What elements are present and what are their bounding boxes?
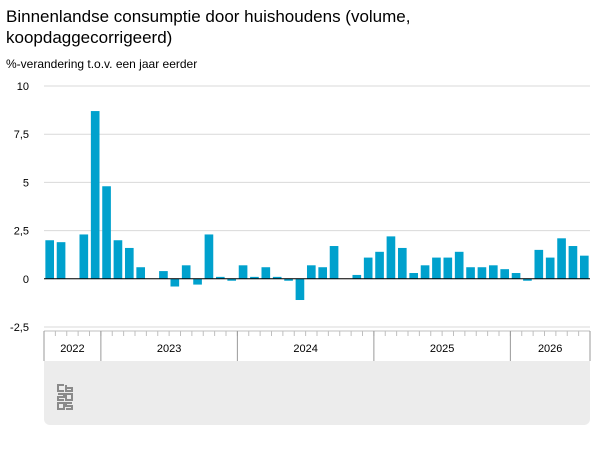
footer-panel	[44, 361, 590, 425]
chart-title: Binnenlandse consumptie door huishoudens…	[6, 7, 411, 47]
year-label: 2023	[157, 343, 181, 355]
bar	[204, 234, 214, 279]
y-tick-label: -2,5	[10, 322, 29, 334]
bar	[534, 249, 544, 279]
bar	[79, 234, 89, 279]
cbs-logo-icon	[57, 384, 73, 410]
year-label: 2024	[293, 343, 317, 355]
bar	[363, 257, 373, 279]
bar	[397, 247, 407, 279]
bar	[124, 247, 134, 279]
bar	[500, 269, 510, 279]
bar	[375, 251, 384, 279]
bar	[227, 278, 237, 281]
y-tick-label: 5	[23, 177, 29, 189]
bar	[90, 111, 100, 279]
bar	[56, 242, 66, 279]
bar	[318, 267, 328, 279]
bar	[250, 276, 259, 279]
bar	[466, 267, 475, 279]
bar	[545, 257, 555, 279]
year-label: 2026	[538, 343, 562, 355]
bar	[261, 267, 271, 279]
bar	[238, 265, 248, 279]
bar	[45, 240, 55, 279]
bar	[215, 276, 225, 279]
bar	[579, 255, 589, 279]
bar	[284, 278, 293, 281]
bar	[568, 246, 578, 279]
bar	[193, 278, 202, 285]
bar	[443, 257, 453, 279]
y-axis-label: %-verandering t.o.v. een jaar eerder	[6, 57, 198, 71]
bar	[295, 278, 305, 301]
bar	[477, 267, 487, 279]
bar	[329, 246, 339, 279]
y-tick-label: 7,5	[14, 129, 29, 141]
bar	[181, 265, 191, 279]
bar	[454, 251, 464, 279]
bar	[488, 265, 498, 279]
bar	[306, 265, 316, 279]
bar	[386, 236, 396, 279]
bar	[102, 186, 111, 279]
bar	[420, 265, 430, 279]
bar	[352, 274, 362, 279]
year-label: 2022	[60, 343, 84, 355]
bar	[511, 273, 521, 279]
bar	[159, 271, 168, 279]
bar	[170, 278, 180, 287]
bar	[113, 240, 123, 279]
bar	[409, 273, 419, 279]
bar	[136, 267, 146, 279]
y-tick-label: 2,5	[14, 226, 29, 238]
year-label: 2025	[430, 343, 454, 355]
bar	[523, 278, 532, 281]
bar	[272, 276, 282, 279]
y-tick-label: 0	[23, 274, 29, 286]
bar	[432, 257, 441, 279]
y-tick-label: 10	[17, 81, 29, 93]
bar	[557, 238, 566, 279]
